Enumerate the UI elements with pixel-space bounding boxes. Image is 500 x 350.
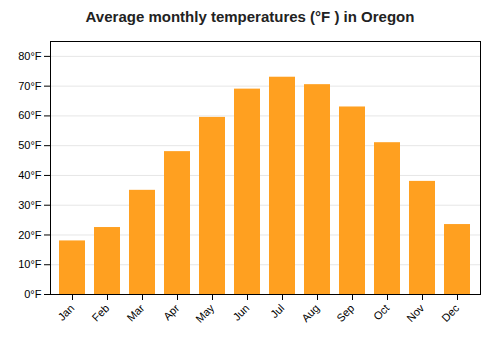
svg-text:60°F: 60°F	[18, 109, 42, 121]
svg-text:30°F: 30°F	[18, 199, 42, 211]
svg-text:40°F: 40°F	[18, 169, 42, 181]
svg-text:Feb: Feb	[90, 302, 112, 324]
svg-text:0°F: 0°F	[24, 288, 42, 300]
svg-text:Jan: Jan	[55, 302, 76, 323]
svg-text:70°F: 70°F	[18, 80, 42, 92]
svg-text:20°F: 20°F	[18, 228, 42, 240]
svg-text:80°F: 80°F	[18, 50, 42, 62]
svg-text:Sep: Sep	[334, 302, 356, 324]
svg-text:Jun: Jun	[230, 302, 251, 323]
html-text:Average monthly temperatures (: Average monthly temperatures (°F ) in Or…	[85, 8, 415, 25]
svg-text:50°F: 50°F	[18, 139, 42, 151]
svg-text:Apr: Apr	[161, 302, 182, 323]
svg-text:Dec: Dec	[439, 301, 462, 324]
svg-text:May: May	[193, 301, 217, 325]
svg-text:Oct: Oct	[371, 302, 392, 323]
svg-text:10°F: 10°F	[18, 258, 42, 270]
svg-text:Jul: Jul	[268, 302, 286, 320]
svg-text:Nov: Nov	[404, 301, 427, 324]
svg-text:Aug: Aug	[299, 302, 321, 324]
svg-text:Mar: Mar	[125, 302, 147, 324]
